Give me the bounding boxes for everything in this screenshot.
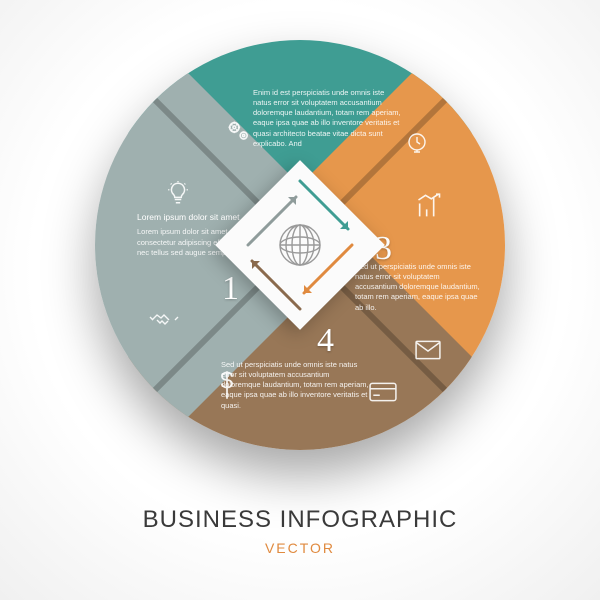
segment-number-4: 4 (317, 322, 334, 360)
segment-bottom-body: Sed ut perspiciatis unde omnis iste natu… (221, 360, 371, 411)
infographic-circle: Enim id est perspiciatis unde omnis iste… (95, 40, 505, 450)
segment-top-text: Enim id est perspiciatis unde omnis iste… (253, 88, 403, 149)
gears-icon (225, 118, 253, 146)
page-subtitle: VECTOR (0, 540, 600, 556)
lightbulb-icon (165, 180, 191, 206)
clock-icon (405, 130, 429, 154)
center-arrows (230, 175, 370, 315)
mail-icon (415, 340, 441, 360)
page-title: BUSINESS INFOGRAPHIC (0, 506, 600, 534)
credit-card-icon (369, 382, 397, 402)
segment-bottom-text: Sed ut perspiciatis unde omnis iste natu… (221, 360, 371, 411)
handshake-icon (149, 308, 179, 332)
growth-chart-icon (415, 193, 443, 221)
segment-top-body: Enim id est perspiciatis unde omnis iste… (253, 88, 403, 149)
segment-right-body: Sed ut perspiciatis unde omnis iste natu… (355, 262, 480, 313)
segment-right-text: Sed ut perspiciatis unde omnis iste natu… (355, 262, 480, 313)
center-diamond (215, 160, 385, 330)
dollar-icon (215, 370, 239, 400)
